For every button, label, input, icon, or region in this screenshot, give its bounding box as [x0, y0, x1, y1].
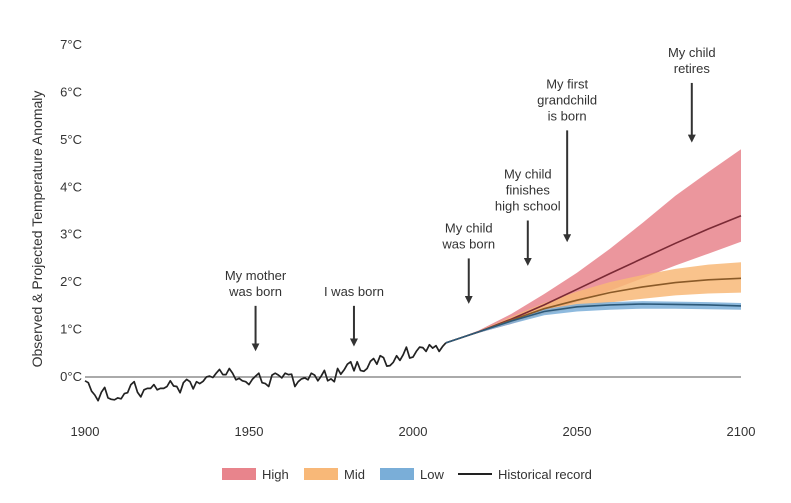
- legend-swatch: [304, 468, 338, 480]
- legend: High Mid Low Historical record: [222, 467, 592, 482]
- y-tick-label: 7°C: [60, 37, 82, 52]
- annotation-label: was born: [441, 236, 495, 251]
- legend-swatch: [380, 468, 414, 480]
- annotation-label: high school: [495, 198, 561, 213]
- x-tick-label: 1950: [235, 424, 264, 439]
- annotation-label: was born: [228, 284, 282, 299]
- x-tick-label: 1900: [71, 424, 100, 439]
- projection-mean-lines: [445, 214, 742, 344]
- legend-item-high: High: [222, 467, 289, 482]
- projection-band-mid: [445, 262, 741, 343]
- y-axis-label: Observed & Projected Temperature Anomaly: [29, 91, 45, 368]
- legend-item-mid: Mid: [304, 467, 365, 482]
- y-tick-label: 3°C: [60, 227, 82, 242]
- x-tick-label: 2050: [563, 424, 592, 439]
- historical-record-line: [84, 342, 447, 402]
- annotation-label: finishes: [506, 182, 551, 197]
- annotation-label: retires: [674, 61, 711, 76]
- legend-label: High: [262, 467, 289, 482]
- annotation-label: My mother: [225, 268, 287, 283]
- x-tick-label: 2000: [399, 424, 428, 439]
- y-tick-label: 6°C: [60, 84, 82, 99]
- y-tick-label: 1°C: [60, 322, 82, 337]
- annotation-label: My first: [546, 76, 588, 91]
- projection-line-low: [445, 303, 742, 344]
- y-tick-label: 5°C: [60, 132, 82, 147]
- annotation-label: grandchild: [537, 92, 597, 107]
- annotation-label: is born: [548, 108, 587, 123]
- y-tick-label: 0°C: [60, 369, 82, 384]
- annotation-label: My child: [668, 45, 716, 60]
- historical-record-series: [84, 342, 447, 402]
- x-tick-label: 2100: [727, 424, 756, 439]
- y-tick-label: 2°C: [60, 274, 82, 289]
- legend-label: Historical record: [498, 467, 592, 482]
- legend-swatch: [222, 468, 256, 480]
- legend-label: Mid: [344, 467, 365, 482]
- projection-band-high: [445, 149, 741, 343]
- projection-band-low: [445, 301, 741, 343]
- annotation-label: My child: [445, 220, 493, 235]
- y-tick-labels: 0°C 1°C 2°C 3°C 4°C 5°C 6°C 7°C: [60, 37, 82, 384]
- legend-item-historical-record: Historical record: [458, 467, 592, 482]
- legend-item-low: Low: [380, 467, 444, 482]
- annotation-label: I was born: [324, 284, 384, 299]
- annotation-label: My child: [504, 166, 552, 181]
- y-tick-label: 4°C: [60, 179, 82, 194]
- legend-label: Low: [420, 467, 444, 482]
- annotation: I was born: [324, 284, 384, 347]
- x-tick-labels: 1900 1950 2000 2050 2100: [71, 424, 756, 439]
